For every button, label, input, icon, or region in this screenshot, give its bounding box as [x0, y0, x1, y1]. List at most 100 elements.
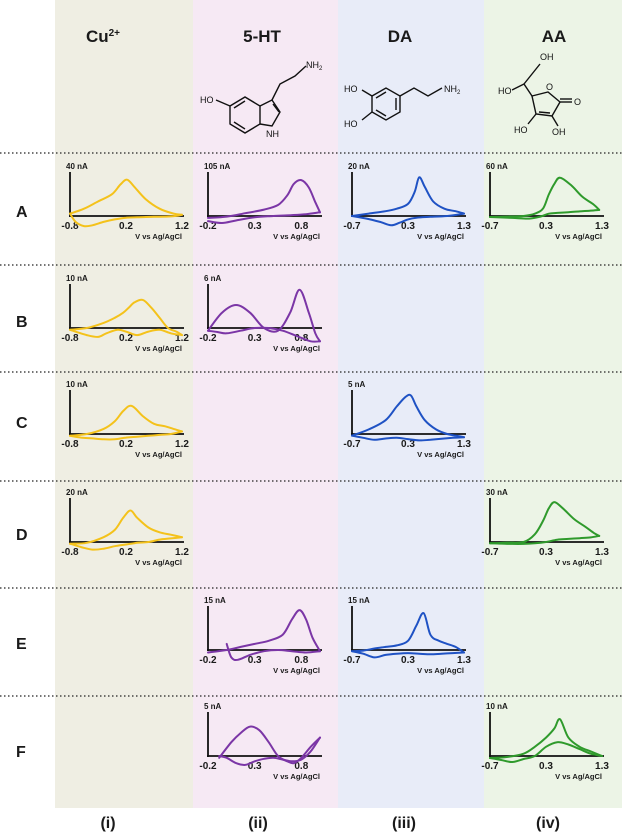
panel-c-i-y-scale-label: 10 nA [66, 380, 88, 389]
panel-a-i-reverse-scan-line [69, 212, 183, 228]
panel-d-iv-x-axis-label: V vs Ag/AgCl [555, 558, 602, 567]
panel-c-i-reverse-scan-line [69, 430, 183, 441]
column-footer-i: (i) [100, 815, 115, 832]
panel-f-ii-forward-scan-line [218, 725, 321, 765]
panel-a-iv-y-scale-label: 60 nA [486, 162, 508, 171]
aa-oh-bottom: OH [552, 127, 566, 137]
ascorbic-acid-structure [511, 63, 572, 127]
serotonin-structure [215, 65, 307, 134]
panel-c-i-x-axis-label: V vs Ag/AgCl [135, 450, 182, 459]
panel-f-ii: 5 nA -0.2 0.3 0.8V vs Ag/AgCl [199, 702, 322, 781]
aa-o-ring: O [546, 82, 553, 92]
panel-a-iv-tick-label: 0.3 [539, 221, 553, 232]
column-bg-iii [338, 0, 484, 808]
panel-e-ii-y-scale-label: 15 nA [204, 596, 226, 605]
panel-d-i: 20 nA -0.8 0.2 1.2V vs Ag/AgCl [61, 488, 189, 567]
panel-f-iv-forward-scan-line [489, 718, 603, 759]
row-label-e: E [16, 636, 27, 653]
panel-d-i-reverse-scan-line [69, 536, 183, 551]
panel-c-iii-forward-scan-line [351, 393, 465, 439]
panel-a-ii-tick-label: -0.2 [199, 221, 217, 232]
panel-e-iii: 15 nA -0.7 0.3 1.3V vs Ag/AgCl [343, 596, 471, 675]
panel-f-iv: 10 nA -0.7 0.3 1.3V vs Ag/AgCl [481, 702, 609, 781]
panel-e-iii-forward-scan-line [351, 612, 465, 654]
column-bg-ii [193, 0, 338, 808]
panel-d-i-tick-label: 1.2 [175, 547, 189, 558]
column-header-i: Cu2+ [86, 27, 120, 46]
panel-f-iv-y-scale-label: 10 nA [486, 702, 508, 711]
panel-a-iv-tick-label: 1.3 [595, 221, 609, 232]
panel-c-iii-y-scale-label: 5 nA [348, 380, 366, 389]
panel-a-iii-y-scale-label: 20 nA [348, 162, 370, 171]
panel-b-ii-x-axis-label: V vs Ag/AgCl [273, 344, 320, 353]
panel-a-ii-x-axis-label: V vs Ag/AgCl [273, 232, 320, 241]
panel-a-i-tick-label: 1.2 [175, 221, 189, 232]
panel-c-i-forward-scan-line [69, 404, 183, 437]
panel-a-ii: 105 nA -0.2 0.3 0.8V vs Ag/AgCl [199, 162, 322, 241]
panel-d-iv-tick-label: -0.7 [481, 547, 499, 558]
panel-b-i-reverse-scan-line [69, 328, 183, 338]
panel-f-iv-reverse-scan-line [489, 741, 603, 764]
panel-a-i-forward-scan-line [69, 178, 183, 216]
panel-d-iv-tick-label: 0.3 [539, 547, 553, 558]
panel-c-i-tick-label: 0.2 [119, 439, 133, 450]
column-footer-iv: (iv) [536, 815, 560, 832]
panel-a-ii-y-scale-label: 105 nA [204, 162, 230, 171]
panel-b-ii-y-scale-label: 6 nA [204, 274, 222, 283]
panel-f-ii-y-scale-label: 5 nA [204, 702, 222, 711]
serotonin-ho: HO [200, 95, 214, 105]
panel-f-ii-tick-label: 0.8 [294, 761, 308, 772]
row-label-a: A [16, 204, 28, 221]
panel-a-iii-tick-label: 0.3 [401, 221, 415, 232]
aa-ho-bottom: HO [514, 125, 528, 135]
aa-o-keto: O [574, 97, 581, 107]
panel-e-ii-forward-scan-line [207, 609, 321, 654]
serotonin-nh: NH [266, 129, 279, 139]
panel-a-ii-forward-scan-line [207, 178, 321, 219]
panel-a-ii-tick-label: 0.8 [294, 221, 308, 232]
panel-b-ii: 6 nA-0.2 0.3 0.8V vs Ag/AgCl [199, 274, 322, 353]
panel-a-i-tick-label: 0.2 [119, 221, 133, 232]
panel-d-iv-forward-scan-line [489, 501, 601, 545]
panel-a-i-y-scale-label: 40 nA [66, 162, 88, 171]
panel-a-i-tick-label: -0.8 [61, 221, 79, 232]
panel-f-ii-tick-label: 0.3 [248, 761, 262, 772]
column-header-iii: DA [388, 27, 413, 46]
panel-c-iii-tick-label: 1.3 [457, 439, 471, 450]
aa-ho-left: HO [498, 86, 512, 96]
panel-b-ii-tick-label: -0.2 [199, 333, 217, 344]
panel-b-i-tick-label: 0.2 [119, 333, 133, 344]
panel-d-iv-reverse-scan-line [489, 534, 601, 545]
panel-b-i-y-scale-label: 10 nA [66, 274, 88, 283]
panel-a-ii-tick-label: 0.3 [248, 221, 262, 232]
panel-a-iii-tick-label: 1.3 [457, 221, 471, 232]
panel-c-iii-x-axis-label: V vs Ag/AgCl [417, 450, 464, 459]
panel-b-i-x-axis-label: V vs Ag/AgCl [135, 344, 182, 353]
row-label-b: B [16, 314, 28, 331]
panel-d-i-forward-scan-line [69, 509, 183, 545]
column-header-iv: AA [542, 27, 567, 46]
panel-c-iii-tick-label: -0.7 [343, 439, 361, 450]
panel-e-iii-tick-label: 1.3 [457, 655, 471, 666]
panel-e-iii-reverse-scan-line [351, 650, 465, 659]
column-bg-iv [484, 0, 622, 808]
panel-e-ii-x-axis-label: V vs Ag/AgCl [273, 666, 320, 675]
column-footer-ii: (ii) [248, 815, 268, 832]
panel-f-iv-x-axis-label: V vs Ag/AgCl [555, 772, 602, 781]
panel-b-i-tick-label: -0.8 [61, 333, 79, 344]
panel-a-iii-forward-scan-line [351, 176, 465, 217]
panel-a-iv-x-axis-label: V vs Ag/AgCl [555, 232, 602, 241]
panel-c-iii-reverse-scan-line [351, 434, 465, 442]
panel-e-iii-tick-label: -0.7 [343, 655, 361, 666]
column-header-ii: 5-HT [243, 27, 281, 46]
panel-c-iii: 5 nA -0.7 0.3 1.3V vs Ag/AgCl [343, 380, 471, 459]
panel-d-i-x-axis-label: V vs Ag/AgCl [135, 558, 182, 567]
panel-e-ii-tick-label: -0.2 [199, 655, 217, 666]
panel-a-iii-x-axis-label: V vs Ag/AgCl [417, 232, 464, 241]
row-label-d: D [16, 527, 28, 544]
panel-a-iv-tick-label: -0.7 [481, 221, 499, 232]
panel-c-iii-tick-label: 0.3 [401, 439, 415, 450]
panel-e-ii-tick-label: 0.3 [248, 655, 262, 666]
panel-e-ii-tick-label: 0.8 [294, 655, 308, 666]
